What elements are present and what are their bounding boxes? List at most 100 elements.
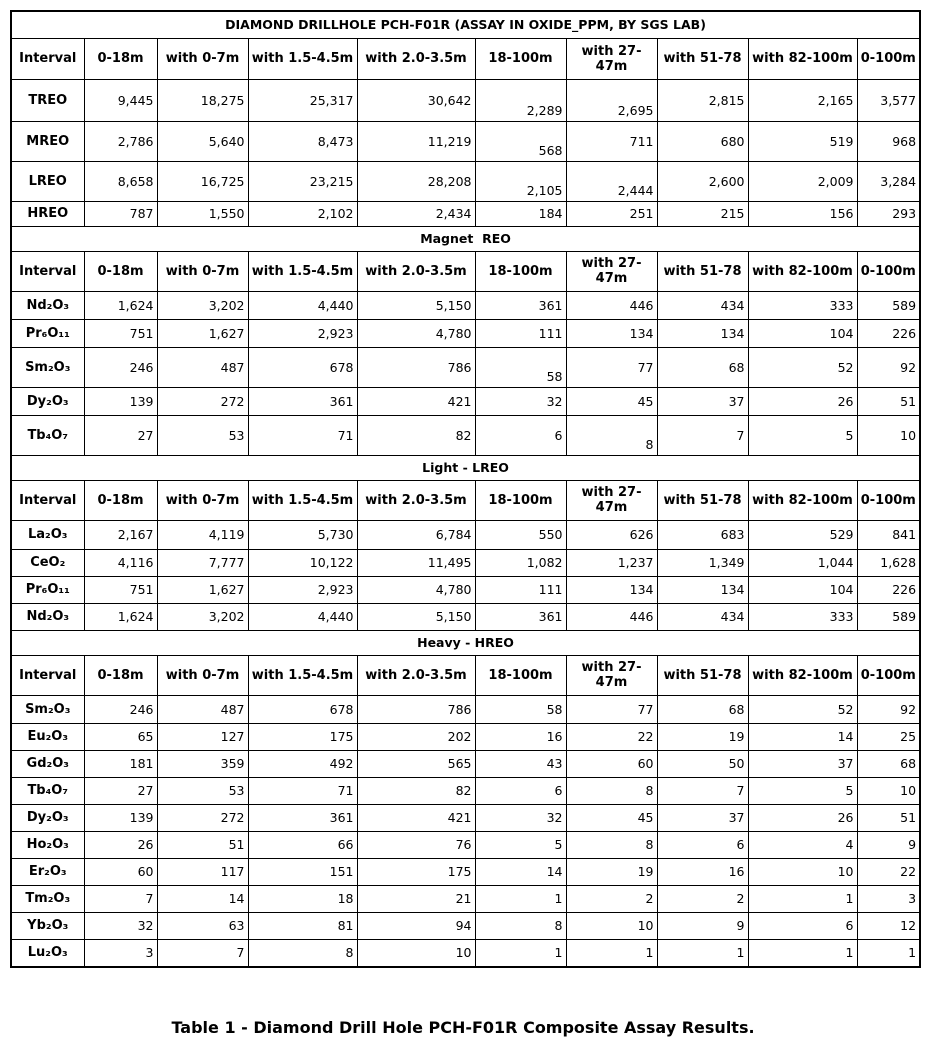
column-header: with 1.5-4.5m (247, 250, 358, 292)
cell-value: 104 (747, 575, 858, 604)
cell-value: 10,122 (247, 548, 358, 577)
cell-value: 1 (747, 938, 858, 968)
cell-value: 361 (247, 386, 358, 416)
cell-value: 139 (83, 386, 158, 416)
cell-value: 446 (565, 602, 658, 631)
row-label: Sm₂O₃ (10, 346, 85, 388)
cell-value: 43 (474, 749, 567, 778)
data-row: Yb₂O₃ 32 63 81 94 8 10 9 6 12 (10, 911, 921, 940)
column-header: with 1.5-4.5m (247, 37, 358, 80)
cell-value: 487 (156, 694, 249, 724)
cell-value: 23,215 (247, 160, 358, 202)
cell-value: 6 (656, 830, 749, 859)
cell-value: 22 (856, 857, 921, 886)
cell-value: 359 (156, 749, 249, 778)
cell-value: 104 (747, 318, 858, 348)
cell-value: 968 (856, 120, 921, 162)
cell-value: 68 (656, 694, 749, 724)
header-row: Interval 0-18m with 0-7m with 1.5-4.5m with … (10, 654, 921, 696)
cell-value: 92 (856, 694, 921, 724)
column-header: 18-100m (474, 37, 567, 80)
data-row: HREO 787 1,550 2,102 2,434 184 251 215 156 293 (10, 200, 921, 227)
cell-value: 5 (747, 414, 858, 456)
cell-value: 60 (565, 749, 658, 778)
row-label: Tb₄O₇ (10, 776, 85, 805)
row-label: Dy₂O₃ (10, 386, 85, 416)
cell-value: 5 (747, 776, 858, 805)
cell-value: 9 (856, 830, 921, 859)
cell-value: 2,815 (656, 78, 749, 122)
cell-value: 550 (474, 519, 567, 550)
assay-table: DIAMOND DRILLHOLE PCH-F01R (ASSAY IN OXI… (10, 10, 922, 968)
data-row: Er₂O₃ 60 117 151 175 14 19 16 10 22 (10, 857, 921, 886)
column-header: with 82-100m (747, 37, 858, 80)
cell-value: 5,150 (356, 602, 476, 631)
column-header: Interval (10, 479, 85, 521)
cell-value: 787 (83, 200, 158, 227)
cell-value: 14 (156, 884, 249, 913)
cell-value: 50 (656, 749, 749, 778)
cell-value: 25 (856, 722, 921, 751)
cell-value: 82 (356, 414, 476, 456)
cell-value: 361 (247, 803, 358, 832)
row-label: HREO (10, 200, 85, 227)
cell-value: 2,289 (474, 78, 567, 122)
cell-value: 272 (156, 803, 249, 832)
cell-value: 5,640 (156, 120, 249, 162)
row-label: TREO (10, 78, 85, 122)
cell-value: 8,658 (83, 160, 158, 202)
cell-value: 7 (156, 938, 249, 968)
cell-value: 4 (747, 830, 858, 859)
cell-value: 19 (565, 857, 658, 886)
cell-value: 60 (83, 857, 158, 886)
cell-value: 1,044 (747, 548, 858, 577)
cell-value: 2 (656, 884, 749, 913)
column-header: Interval (10, 654, 85, 696)
row-label: Pr₆O₁₁ (10, 575, 85, 604)
column-header: 0-18m (83, 250, 158, 292)
cell-value: 26 (83, 830, 158, 859)
column-header: with 27-47m (565, 654, 658, 696)
data-row: La₂O₃ 2,167 4,119 5,730 6,784 550 626 683 529 841 (10, 519, 921, 550)
cell-value: 8 (565, 776, 658, 805)
cell-value: 10 (356, 938, 476, 968)
cell-value: 181 (83, 749, 158, 778)
data-row: Pr₆O₁₁ 751 1,627 2,923 4,780 111 134 134 104 226 (10, 318, 921, 348)
row-label: La₂O₃ (10, 519, 85, 550)
column-header: with 82-100m (747, 654, 858, 696)
cell-value: 246 (83, 346, 158, 388)
cell-value: 6 (474, 776, 567, 805)
cell-value: 19 (656, 722, 749, 751)
cell-value: 6,784 (356, 519, 476, 550)
cell-value: 68 (856, 749, 921, 778)
cell-value: 434 (656, 602, 749, 631)
cell-value: 3,202 (156, 602, 249, 631)
cell-value: 2,102 (247, 200, 358, 227)
cell-value: 127 (156, 722, 249, 751)
data-row: Nd₂O₃ 1,624 3,202 4,440 5,150 361 446 434 333 589 (10, 602, 921, 631)
row-label: Lu₂O₃ (10, 938, 85, 968)
cell-value: 1,624 (83, 290, 158, 320)
cell-value: 2,434 (356, 200, 476, 227)
cell-value: 175 (356, 857, 476, 886)
cell-value: 25,317 (247, 78, 358, 122)
cell-value: 16 (474, 722, 567, 751)
cell-value: 10 (565, 911, 658, 940)
cell-value: 14 (474, 857, 567, 886)
cell-value: 1,237 (565, 548, 658, 577)
data-row: Pr₆O₁₁ 751 1,627 2,923 4,780 111 134 134 104 226 (10, 575, 921, 604)
data-row: MREO 2,786 5,640 8,473 11,219 568 711 680 519 968 (10, 120, 921, 162)
column-header: Interval (10, 37, 85, 80)
cell-value: 434 (656, 290, 749, 320)
cell-value: 361 (474, 290, 567, 320)
column-header: with 27-47m (565, 250, 658, 292)
data-row: Lu₂O₃ 3 7 8 10 1 1 1 1 1 (10, 938, 921, 968)
row-label: Er₂O₃ (10, 857, 85, 886)
cell-value: 1 (656, 938, 749, 968)
cell-value: 272 (156, 386, 249, 416)
column-header: 0-100m (856, 479, 921, 521)
row-label: CeO₂ (10, 548, 85, 577)
cell-value: 4,780 (356, 575, 476, 604)
cell-value: 184 (474, 200, 567, 227)
cell-value: 134 (656, 318, 749, 348)
